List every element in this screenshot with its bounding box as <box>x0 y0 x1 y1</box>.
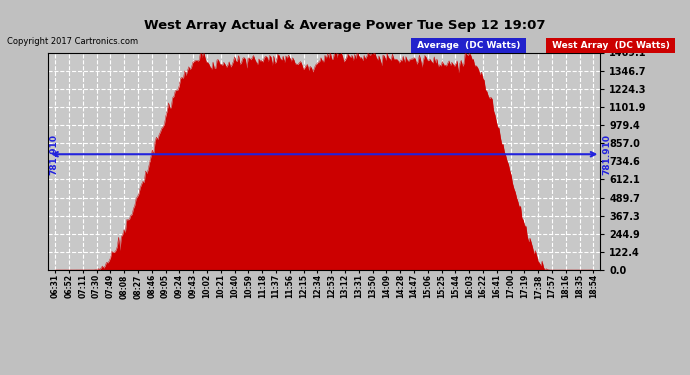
Text: West Array  (DC Watts): West Array (DC Watts) <box>549 41 673 50</box>
Text: Copyright 2017 Cartronics.com: Copyright 2017 Cartronics.com <box>7 38 138 46</box>
Text: 781.910: 781.910 <box>602 134 612 175</box>
Text: West Array Actual & Average Power Tue Sep 12 19:07: West Array Actual & Average Power Tue Se… <box>144 19 546 32</box>
Text: 781.910: 781.910 <box>50 134 59 175</box>
Text: Average  (DC Watts): Average (DC Watts) <box>414 41 524 50</box>
